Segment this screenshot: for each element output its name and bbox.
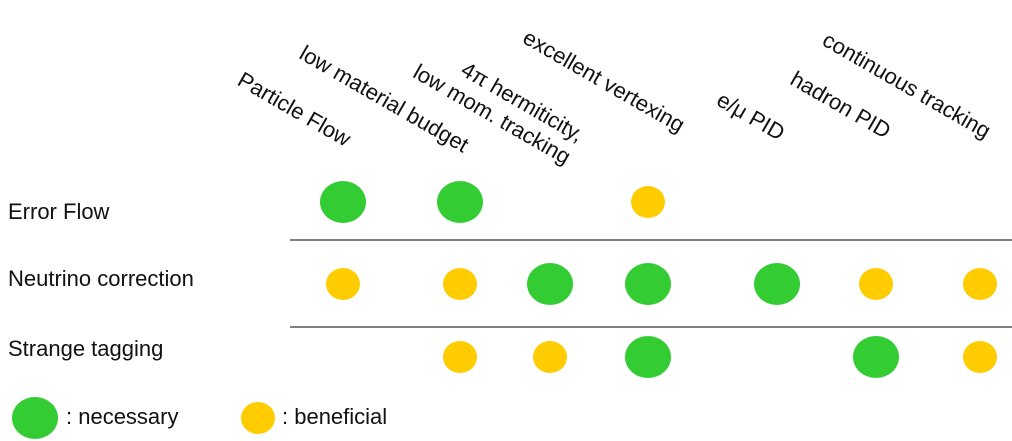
requirement-dot bbox=[631, 186, 665, 218]
requirement-dot bbox=[963, 341, 997, 373]
requirement-dot bbox=[853, 336, 899, 378]
requirement-dot bbox=[533, 341, 567, 373]
requirement-dot bbox=[443, 268, 477, 300]
requirement-dot bbox=[859, 268, 893, 300]
legend-label: : beneficial bbox=[282, 404, 387, 429]
requirement-dot bbox=[625, 263, 671, 305]
legend-swatch bbox=[241, 402, 275, 434]
requirement-dot bbox=[625, 336, 671, 378]
requirement-dot bbox=[437, 181, 483, 223]
row-label: Error Flow bbox=[8, 199, 110, 224]
column-header: continuous tracking bbox=[818, 27, 995, 143]
legend-swatch bbox=[12, 397, 58, 439]
legend-label: : necessary bbox=[66, 404, 179, 429]
requirement-dot bbox=[963, 268, 997, 300]
requirement-dot bbox=[527, 263, 573, 305]
requirement-dot bbox=[320, 181, 366, 223]
requirement-dot bbox=[326, 268, 360, 300]
requirement-dot bbox=[754, 263, 800, 305]
row-label: Strange tagging bbox=[8, 336, 163, 361]
row-label: Neutrino correction bbox=[8, 266, 194, 291]
column-header: e/μ PID bbox=[713, 87, 789, 146]
requirement-dot bbox=[443, 341, 477, 373]
